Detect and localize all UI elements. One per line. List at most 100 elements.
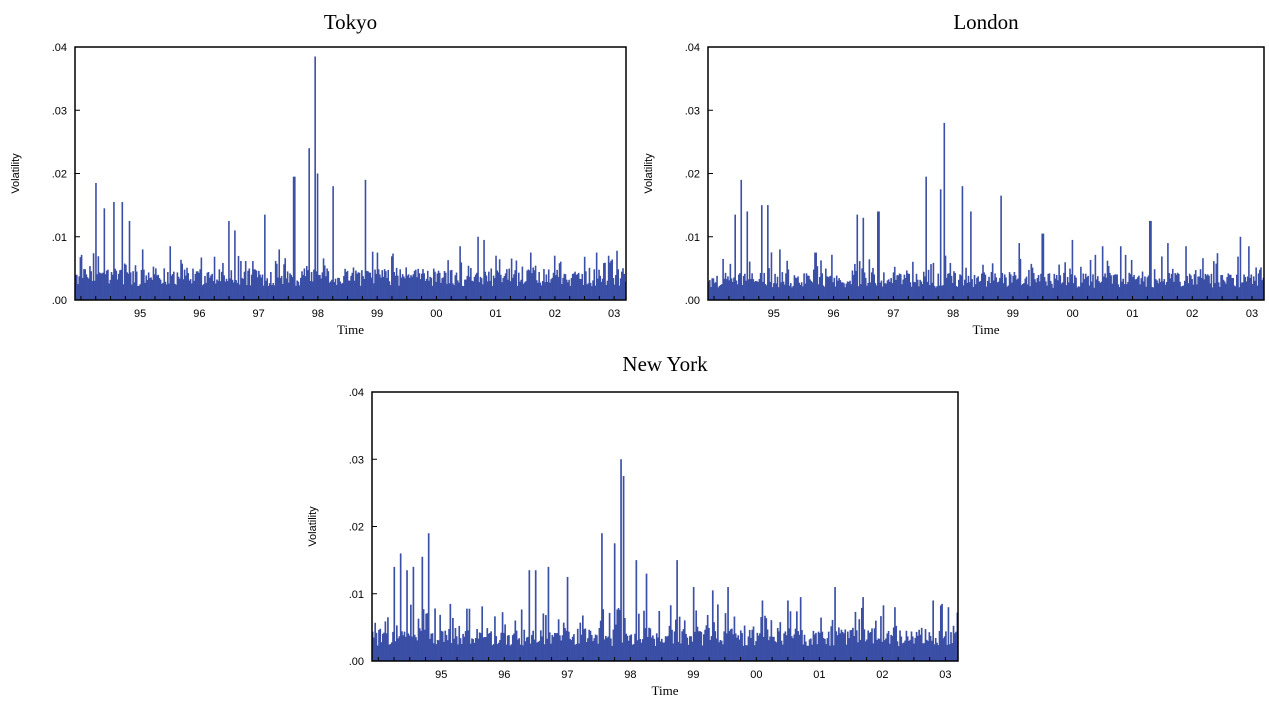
volatility-bar — [1227, 273, 1230, 300]
volatility-bar — [901, 643, 904, 661]
x-tick-label: 01 — [813, 669, 825, 681]
volatility-bar — [171, 274, 174, 300]
volatility-bar — [385, 633, 388, 661]
volatility-bar — [826, 638, 829, 661]
volatility-bar — [825, 268, 827, 300]
volatility-bar — [808, 639, 811, 661]
volatility-bar — [621, 642, 624, 661]
volatility-bar — [787, 269, 790, 300]
y-tick-label: .04 — [685, 42, 700, 54]
volatility-bar — [815, 632, 817, 661]
volatility-bar — [126, 272, 128, 300]
volatility-bar — [1138, 275, 1140, 300]
volatility-bar — [912, 261, 914, 300]
volatility-bar — [843, 633, 845, 661]
volatility-bar — [951, 643, 954, 661]
volatility-bar — [1180, 286, 1183, 300]
volatility-bar — [881, 641, 884, 661]
volatility-bar — [446, 283, 448, 300]
volatility-bar — [294, 176, 296, 300]
volatility-bar — [463, 636, 466, 661]
y-axis-title: Volatility — [10, 153, 22, 194]
volatility-bar — [931, 640, 933, 661]
volatility-bar — [906, 270, 908, 300]
volatility-bar — [879, 282, 882, 300]
volatility-bar — [361, 270, 363, 300]
volatility-bar — [886, 280, 889, 300]
volatility-bar — [248, 268, 251, 300]
x-axis-title: Time — [652, 683, 679, 698]
volatility-bar — [958, 279, 960, 300]
volatility-bar — [599, 275, 602, 300]
volatility-bar — [405, 267, 407, 300]
volatility-bar — [534, 570, 537, 661]
volatility-bar — [460, 644, 463, 661]
volatility-bar — [449, 270, 452, 300]
volatility-bar — [277, 277, 279, 300]
volatility-bar — [908, 641, 910, 661]
volatility-bar — [1067, 282, 1070, 300]
volatility-bar — [724, 272, 727, 300]
volatility-bar — [561, 284, 563, 300]
volatility-bar — [588, 267, 591, 300]
volatility-bar — [863, 272, 866, 300]
volatility-bar — [1135, 279, 1138, 300]
volatility-bar — [1208, 275, 1210, 300]
volatility-bar — [1169, 278, 1172, 300]
volatility-bar — [760, 205, 763, 300]
x-tick-label: 96 — [498, 669, 510, 681]
volatility-bar — [1254, 280, 1256, 300]
volatility-bar — [858, 619, 861, 661]
volatility-bar — [1199, 269, 1202, 300]
volatility-bar — [505, 644, 508, 661]
volatility-bar — [714, 631, 717, 661]
volatility-bar — [818, 632, 821, 661]
volatility-bar — [752, 279, 755, 300]
volatility-bar — [942, 285, 944, 300]
volatility-bar — [216, 279, 218, 300]
volatility-bar — [1061, 282, 1064, 300]
volatility-bar — [949, 262, 952, 300]
volatility-bar — [971, 279, 973, 300]
volatility-bar — [955, 631, 957, 661]
volatility-bar — [910, 631, 913, 661]
volatility-bar — [1082, 273, 1085, 300]
volatility-bar — [733, 277, 735, 300]
volatility-bar — [520, 279, 522, 300]
volatility-bar — [220, 271, 223, 300]
volatility-bar — [895, 625, 898, 661]
volatility-bar — [762, 636, 765, 661]
volatility-bar — [1151, 287, 1153, 300]
volatility-bar — [589, 282, 592, 300]
volatility-bar — [1078, 286, 1081, 300]
x-axis-title: Time — [973, 322, 1000, 337]
volatility-bar — [550, 279, 552, 300]
volatility-bar — [750, 278, 752, 300]
volatility-bar — [1159, 281, 1162, 300]
volatility-bar — [658, 611, 661, 661]
volatility-bar — [1171, 268, 1174, 300]
volatility-bar — [849, 280, 851, 300]
volatility-bar — [386, 278, 388, 300]
volatility-bar — [925, 639, 928, 661]
volatility-bar — [517, 272, 520, 300]
volatility-bar — [369, 272, 372, 300]
volatility-bar — [946, 644, 949, 661]
volatility-bar — [1216, 253, 1219, 300]
volatility-bar — [1023, 283, 1025, 300]
volatility-bar — [997, 281, 1000, 300]
volatility-bar — [1106, 260, 1109, 300]
volatility-bar — [349, 280, 351, 300]
volatility-bar — [413, 270, 416, 300]
volatility-bar — [561, 635, 564, 661]
volatility-bar — [84, 269, 86, 300]
volatility-bar — [669, 605, 672, 661]
volatility-bar — [967, 275, 970, 300]
volatility-bar — [808, 275, 810, 300]
volatility-bar — [884, 283, 886, 300]
volatility-bar — [652, 635, 654, 661]
volatility-bar — [922, 643, 924, 661]
volatility-bar — [828, 276, 831, 300]
volatility-bar — [491, 645, 494, 661]
volatility-bar — [731, 628, 733, 661]
